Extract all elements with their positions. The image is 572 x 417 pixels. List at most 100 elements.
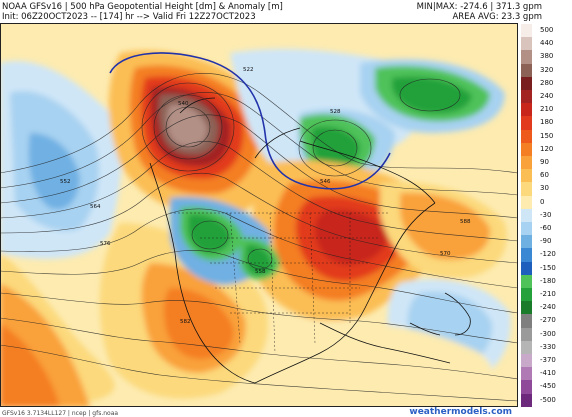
colorbar-swatch	[521, 248, 532, 262]
colorbar-label: 180	[540, 118, 554, 127]
colorbar-label: 60	[540, 171, 549, 180]
contour-label: 540	[178, 101, 189, 107]
colorbar-label: -450	[540, 382, 556, 391]
colorbar-label: -270	[540, 316, 556, 325]
map-subtitle-valid-time: Init: 06Z20OCT2023 -- [174] hr --> Valid…	[2, 12, 256, 22]
colorbar-swatch	[521, 261, 532, 275]
colorbar-level: 60	[520, 169, 572, 183]
colorbar-swatch	[521, 222, 532, 236]
contour-label: 564	[90, 204, 101, 210]
colorbar-swatch	[521, 76, 532, 90]
colorbar-level: 180	[520, 116, 572, 130]
colorbar-swatch	[521, 274, 532, 288]
colorbar-level: 90	[520, 156, 572, 170]
footer-credit: GFSv16 3.7134LL127 | ncep | gfs.noaa	[2, 410, 119, 417]
colorbar-label: -210	[540, 290, 556, 298]
colorbar-level: -330	[520, 340, 572, 354]
colorbar-label: 280	[540, 78, 554, 87]
min-max-readout: MIN|MAX: -274.6 | 371.3 gpm	[416, 2, 542, 12]
colorbar-level: 30	[520, 182, 572, 196]
colorbar-label: 440	[540, 39, 554, 48]
colorbar-swatch	[521, 37, 532, 51]
state-borders	[170, 212, 390, 354]
colorbar-label: -180	[540, 276, 556, 285]
colorbar-label: 30	[540, 184, 549, 193]
colorbar-level: -450	[520, 380, 572, 394]
map-title: NOAA GFSv16 | 500 hPa Geopotential Heigh…	[2, 2, 283, 12]
colorbar-swatch	[521, 116, 532, 130]
height-contours	[0, 73, 518, 402]
colorbar-level: -60	[520, 222, 572, 236]
colorbar-swatch	[521, 288, 532, 302]
anomaly-map: 522 540 552 564 576 588 528 546 558 570 …	[0, 23, 518, 407]
colorbar-label: -500	[540, 395, 556, 404]
colorbar-swatch	[521, 340, 532, 354]
colorbar-level: -210	[520, 288, 572, 302]
colorbar-label: 500	[540, 26, 554, 34]
colorbar-label: -90	[540, 237, 552, 246]
contour-label: 546	[320, 179, 331, 185]
colorbar-swatch	[521, 129, 532, 143]
colorbar-level: 240	[520, 90, 572, 104]
colorbar-label: -330	[540, 342, 556, 351]
colorbar-level: -90	[520, 235, 572, 249]
colorbar-label: 210	[540, 105, 554, 114]
colorbar-level: 380	[520, 50, 572, 64]
contour-label: 552	[60, 179, 71, 185]
colorbar-swatch	[521, 354, 532, 368]
colorbar-level: -30	[520, 208, 572, 222]
colorbar-label: -60	[540, 224, 552, 232]
contour-label-group: 522 540 552 564 576 588 528 546 558 570 …	[60, 67, 471, 325]
contour-label: 522	[243, 67, 254, 73]
colorbar-level: 440	[520, 37, 572, 51]
colorbar-level: 0	[520, 195, 572, 209]
colorbar-level: -370	[520, 354, 572, 368]
contour-label: 588	[460, 219, 471, 225]
colorbar-label: 150	[540, 131, 554, 140]
colorbar-swatch	[521, 314, 532, 328]
footer-watermark: weathermodels.com	[409, 407, 512, 417]
colorbar-swatch	[521, 142, 532, 156]
colorbar-label: 120	[540, 144, 554, 153]
colorbar-swatch	[521, 393, 532, 407]
colorbar-swatch	[521, 208, 532, 222]
colorbar-level: -240	[520, 301, 572, 315]
colorbar-label: -410	[540, 369, 556, 378]
map-frame	[0, 23, 518, 407]
contour-label: 558	[255, 269, 266, 275]
colorbar-label: 240	[540, 92, 554, 100]
colorbar-label: -150	[540, 263, 556, 272]
colorbar-label: -120	[540, 250, 556, 259]
contour-label: 576	[100, 241, 111, 247]
colorbar-swatch	[521, 90, 532, 104]
colorbar-label: 320	[540, 65, 554, 74]
colorbar-level: 320	[520, 63, 572, 77]
colorbar-swatch	[521, 63, 532, 77]
contour-label: 582	[180, 319, 191, 325]
colorbar-swatch	[521, 327, 532, 341]
colorbar-swatch	[521, 182, 532, 196]
colorbar-level: 280	[520, 76, 572, 90]
colorbar-swatch	[521, 103, 532, 117]
colorbar-level: 210	[520, 103, 572, 117]
colorbar-swatch	[521, 50, 532, 64]
colorbar-swatch	[521, 367, 532, 381]
colorbar-label: -30	[540, 210, 552, 219]
colorbar-level: 500	[520, 24, 572, 38]
colorbar-label: -370	[540, 356, 556, 364]
colorbar-label: -300	[540, 329, 556, 338]
colorbar-swatch	[521, 24, 532, 38]
area-average-readout: AREA AVG: 23.3 gpm	[452, 12, 542, 22]
colorbar-label: -240	[540, 303, 556, 312]
colorbar-level: -410	[520, 367, 572, 381]
colorbar-level: -150	[520, 261, 572, 275]
coastlines	[149, 97, 471, 384]
colorbar-level: 150	[520, 129, 572, 143]
colorbar-level: -120	[520, 248, 572, 262]
colorbar-swatch	[521, 156, 532, 170]
colorbar-label: 0	[540, 197, 545, 206]
highlight-contour-blue	[109, 52, 391, 190]
colorbar-level: -300	[520, 327, 572, 341]
colorbar-swatch	[521, 380, 532, 394]
colorbar-label: 380	[540, 52, 554, 61]
